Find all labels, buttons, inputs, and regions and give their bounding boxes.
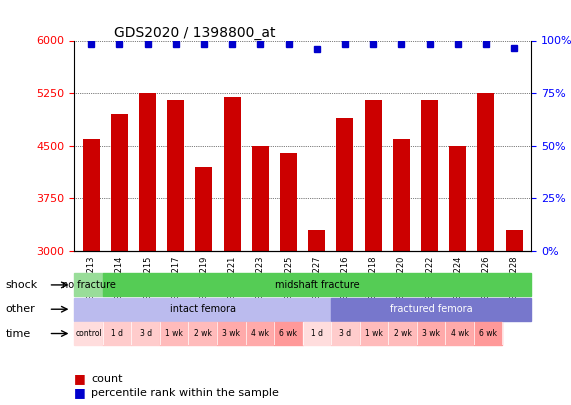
Text: 3 d: 3 d bbox=[139, 329, 152, 338]
Text: other: other bbox=[6, 304, 35, 314]
Text: percentile rank within the sample: percentile rank within the sample bbox=[91, 388, 279, 398]
Bar bbox=[388, 322, 417, 345]
Bar bbox=[331, 322, 360, 345]
Text: count: count bbox=[91, 374, 123, 384]
Text: intact femora: intact femora bbox=[170, 304, 236, 314]
Text: midshaft fracture: midshaft fracture bbox=[275, 280, 359, 290]
Bar bbox=[83, 139, 99, 251]
Text: 6 wk: 6 wk bbox=[279, 329, 297, 338]
Text: 1 wk: 1 wk bbox=[365, 329, 383, 338]
Bar bbox=[74, 322, 103, 345]
Bar bbox=[103, 322, 131, 345]
Bar bbox=[224, 97, 240, 251]
Bar bbox=[365, 100, 381, 251]
Text: 1 wk: 1 wk bbox=[165, 329, 183, 338]
Bar bbox=[74, 273, 103, 296]
Bar bbox=[477, 93, 494, 251]
Bar bbox=[303, 322, 331, 345]
Bar bbox=[139, 93, 156, 251]
Text: 2 wk: 2 wk bbox=[194, 329, 212, 338]
Text: 3 wk: 3 wk bbox=[422, 329, 440, 338]
Bar bbox=[449, 146, 466, 251]
Bar bbox=[252, 146, 269, 251]
Text: 1 d: 1 d bbox=[311, 329, 323, 338]
Text: 4 wk: 4 wk bbox=[451, 329, 469, 338]
Text: time: time bbox=[6, 328, 31, 339]
Text: 6 wk: 6 wk bbox=[479, 329, 497, 338]
Bar bbox=[393, 139, 410, 251]
Bar bbox=[188, 322, 217, 345]
Bar bbox=[246, 322, 274, 345]
Bar bbox=[131, 322, 160, 345]
Bar bbox=[331, 298, 531, 321]
Bar bbox=[280, 153, 297, 251]
Bar bbox=[506, 230, 522, 251]
Bar bbox=[167, 100, 184, 251]
Text: shock: shock bbox=[6, 280, 38, 290]
Bar bbox=[217, 322, 246, 345]
Text: control: control bbox=[75, 329, 102, 338]
Bar bbox=[336, 118, 353, 251]
Bar bbox=[160, 322, 188, 345]
Text: 1 d: 1 d bbox=[111, 329, 123, 338]
Text: ■: ■ bbox=[74, 386, 86, 399]
Bar bbox=[445, 322, 474, 345]
Bar bbox=[74, 298, 331, 321]
Bar bbox=[417, 322, 445, 345]
Text: GDS2020 / 1398800_at: GDS2020 / 1398800_at bbox=[114, 26, 276, 40]
Text: 2 wk: 2 wk bbox=[393, 329, 412, 338]
Text: 3 d: 3 d bbox=[339, 329, 352, 338]
Bar bbox=[421, 100, 438, 251]
Text: no fracture: no fracture bbox=[62, 280, 115, 290]
Text: 4 wk: 4 wk bbox=[251, 329, 269, 338]
Bar bbox=[195, 167, 212, 251]
Text: 3 wk: 3 wk bbox=[222, 329, 240, 338]
Text: ■: ■ bbox=[74, 372, 86, 385]
Bar bbox=[474, 322, 502, 345]
Bar bbox=[360, 322, 388, 345]
Text: fractured femora: fractured femora bbox=[390, 304, 472, 314]
Bar bbox=[274, 322, 303, 345]
Bar bbox=[308, 230, 325, 251]
Bar bbox=[111, 114, 128, 251]
